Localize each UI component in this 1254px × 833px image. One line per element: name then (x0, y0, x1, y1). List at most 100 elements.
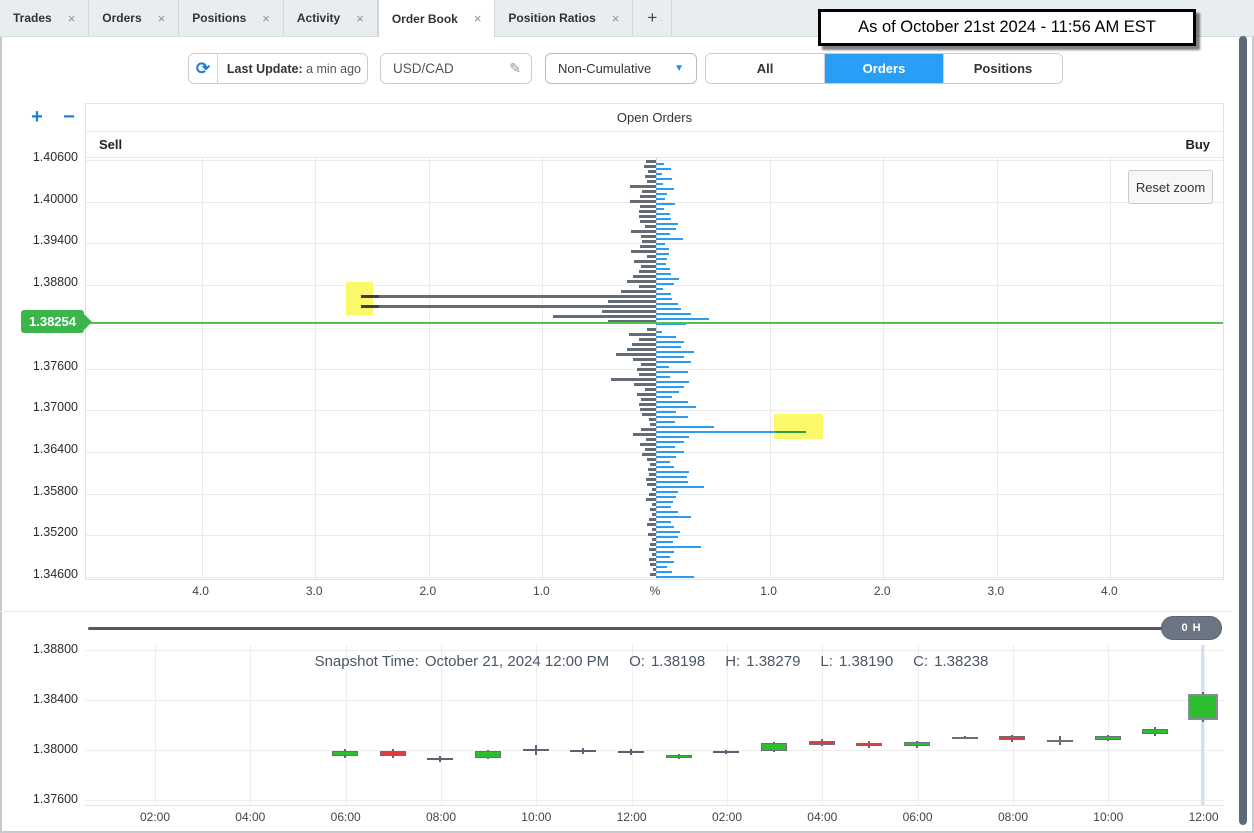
close-icon[interactable]: × (356, 10, 364, 26)
sell-order-bar (633, 433, 656, 436)
reset-zoom-button[interactable]: Reset zoom (1128, 170, 1213, 204)
x-axis-tick-label: 1.0 (760, 584, 777, 598)
close-icon[interactable]: × (611, 10, 620, 26)
tab-position-ratios[interactable]: Position Ratios × (495, 0, 634, 36)
sell-order-bar (646, 180, 656, 183)
segment-all[interactable]: All (706, 54, 824, 83)
candle-up (760, 742, 787, 751)
price-tick-label: 1.36400 (32, 441, 78, 456)
buy-order-bar (656, 500, 673, 504)
refresh-button[interactable]: ⟳ (189, 54, 218, 83)
tab-label: Orders (102, 11, 142, 25)
buy-order-bar (656, 530, 680, 534)
sell-order-bar (629, 185, 656, 188)
tab-label: Order Book (391, 11, 458, 26)
buy-order-bar (656, 287, 663, 291)
tab-activity[interactable]: Activity × (284, 0, 378, 36)
gridline (250, 645, 252, 805)
sell-order-bar (641, 398, 656, 401)
pencil-icon[interactable]: ✎ (509, 60, 521, 76)
sell-order-bar (640, 195, 656, 198)
orderbook-panel: Open Orders Sell Buy Reset zoom (85, 103, 1224, 580)
zoom-in-button[interactable]: + (24, 106, 50, 128)
buy-order-bar (656, 192, 668, 196)
buy-order-bar (656, 267, 670, 271)
sell-order-bar (642, 240, 656, 243)
sell-order-bar (628, 333, 656, 336)
time-tick-label: 02:00 (711, 810, 743, 824)
segment-orders[interactable]: Orders (824, 54, 944, 83)
gridline (85, 800, 1224, 801)
tab-order-book[interactable]: Order Book × (377, 0, 496, 37)
tab-trades[interactable]: Trades × (0, 0, 90, 36)
buy-order-bar (656, 232, 670, 236)
instrument-field[interactable]: USD/CAD ✎ (380, 53, 532, 84)
tab-orders[interactable]: Orders × (89, 0, 180, 36)
buy-order-bar (656, 242, 666, 246)
buy-order-bar (656, 570, 672, 574)
buy-order-bar (656, 410, 677, 414)
sell-order-bar (636, 393, 656, 396)
price-chart-y-axis: 1.38800 1.38400 1.38000 1.37600 (0, 640, 84, 810)
sell-order-bar (651, 538, 656, 541)
price-tick-label: 1.35800 (32, 483, 78, 498)
sell-order-bar (640, 205, 656, 208)
buy-order-bar (656, 252, 669, 256)
current-price-line (86, 322, 1223, 324)
candle-up (903, 741, 930, 747)
buy-order-bar (656, 430, 806, 434)
buy-order-bar (656, 495, 677, 499)
sell-order-bar (360, 295, 656, 298)
history-slider-track[interactable] (88, 627, 1210, 630)
zoom-out-button[interactable]: − (56, 106, 82, 128)
buy-order-bar (656, 440, 685, 444)
time-tick-label: 10:00 (521, 810, 552, 824)
buy-order-bar (656, 222, 678, 226)
time-tick-label: 06:00 (330, 810, 361, 824)
add-tab-button[interactable]: + (633, 0, 673, 36)
price-axis: 1.40600 1.40000 1.39400 1.38800 1.37600 1.370… (0, 0, 84, 610)
history-slider-handle[interactable]: 0 H (1161, 616, 1222, 640)
sell-order-bar (639, 285, 656, 288)
sell-order-bar (651, 528, 656, 531)
sell-order-bar (639, 210, 656, 213)
view-mode-dropdown[interactable]: Non-Cumulative ▼ (545, 53, 697, 84)
buy-order-bar (656, 540, 673, 544)
gridline (85, 700, 1224, 701)
segment-positions[interactable]: Positions (944, 54, 1062, 83)
sell-order-bar (360, 305, 656, 308)
sell-order-bar (639, 373, 656, 376)
candle-up (665, 754, 692, 758)
tab-positions[interactable]: Positions × (179, 0, 284, 36)
as-of-text: As of October 21st 2024 - 11:56 AM EST (858, 18, 1156, 36)
sell-order-bar (649, 493, 656, 496)
gridline (631, 645, 633, 805)
tab-label: Activity (296, 11, 341, 25)
candle-up (332, 751, 358, 757)
sell-order-bar (641, 265, 656, 268)
buy-order-bar (656, 565, 668, 569)
buy-order-bar (656, 360, 692, 364)
sell-order-bar (636, 368, 656, 371)
segment-label: Orders (862, 61, 906, 76)
price-chart-plot[interactable]: Snapshot Time: October 21, 2024 12:00 PM O… (85, 645, 1224, 806)
last-update-label: Last Update: (226, 61, 303, 76)
buy-order-bar (656, 217, 671, 221)
close-icon[interactable]: × (157, 10, 166, 26)
tab-label: Position Ratios (508, 11, 596, 25)
buy-order-bar (656, 390, 679, 394)
orderbook-plot[interactable]: Reset zoom (86, 157, 1223, 579)
candle-down (808, 741, 835, 745)
buy-order-bar (656, 350, 694, 354)
close-icon[interactable]: × (67, 10, 76, 26)
close-icon[interactable]: × (262, 10, 270, 26)
buy-label: Buy (1185, 137, 1210, 152)
sell-order-bar (642, 190, 656, 193)
chevron-down-icon: ▼ (674, 63, 684, 74)
candle-up (951, 736, 978, 739)
vertical-scrollbar[interactable] (1239, 36, 1247, 825)
buy-order-bar (656, 307, 681, 311)
close-icon[interactable]: × (473, 11, 482, 26)
sell-order-bar (640, 245, 656, 248)
